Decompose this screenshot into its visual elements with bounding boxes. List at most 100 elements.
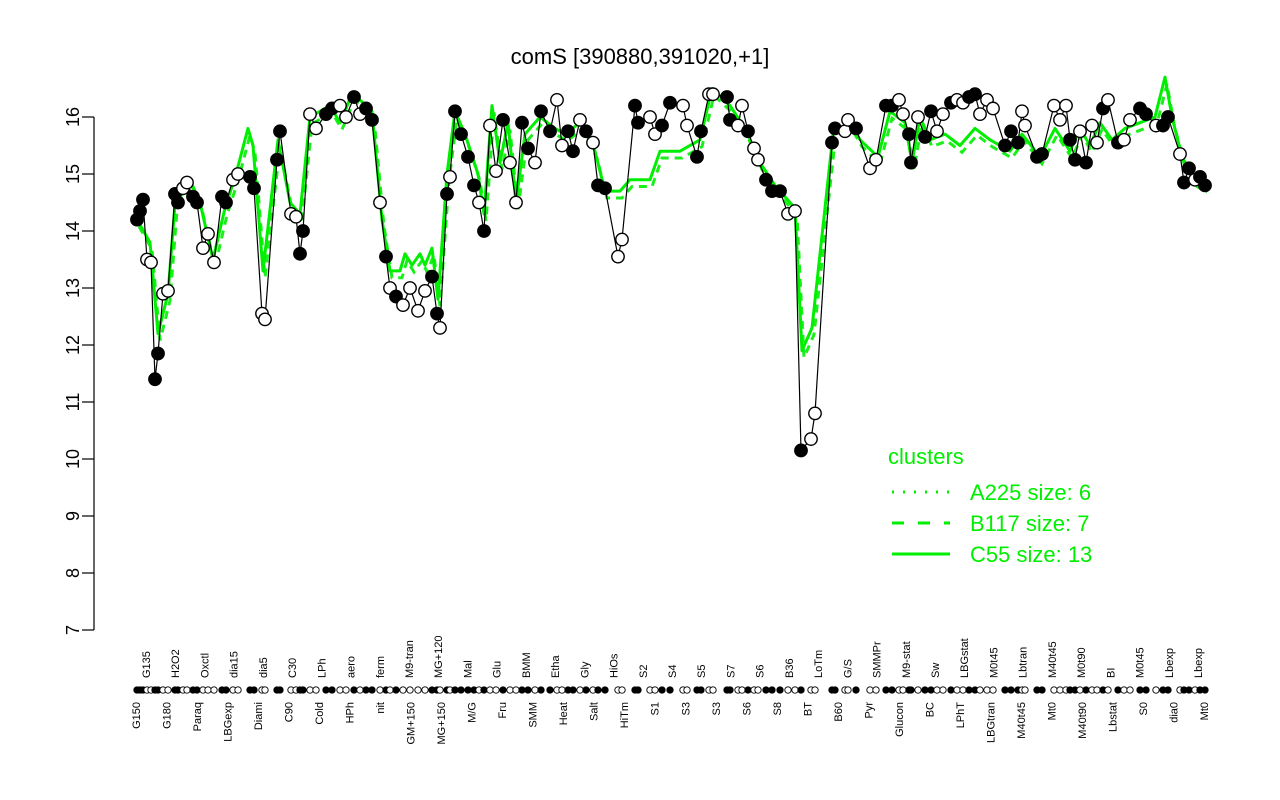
x-tick-label: B36 (784, 658, 796, 678)
y-axis: 7 8 9 10 11 12 13 14 15 16 (63, 107, 95, 635)
x-tick-label: S0 (1138, 702, 1150, 715)
x-tick-label: M0t90 (1076, 647, 1088, 678)
x-tick-label: M/G (467, 702, 479, 723)
legend: clusters A225 size: 6 B117 size: 7 C55 s… (888, 444, 1092, 567)
data-point (133, 204, 147, 218)
data-point (430, 306, 444, 321)
data-point (528, 155, 542, 170)
data-point (573, 112, 587, 127)
data-point (148, 372, 162, 387)
x-tick-label: C30 (287, 658, 299, 678)
x-tick-label: M0t45 (1135, 647, 1147, 678)
x-tick-label: BI (1105, 668, 1117, 678)
x-tick-label: Heat (558, 702, 570, 725)
x-tick-label: M9-stat (901, 641, 913, 678)
data-point (1123, 112, 1137, 127)
data-point (892, 93, 906, 107)
data-point (808, 406, 822, 421)
x-tick-label: S7 (725, 665, 737, 678)
x-tick-label: dia15 (229, 651, 241, 678)
data-point (759, 172, 773, 187)
data-point (425, 269, 439, 284)
x-tick-label: HPh (345, 702, 357, 723)
data-point (1015, 104, 1029, 119)
x-tick-label: SMM (528, 702, 540, 728)
data-point (1063, 132, 1077, 147)
data-point (171, 195, 185, 210)
x-tick-label: Cold (314, 702, 326, 725)
x-tick-label: Paraq (192, 702, 204, 731)
data-point (794, 443, 808, 458)
x-tick-label: Mt0 (1046, 702, 1058, 720)
x-tick-label: Glucon (894, 702, 906, 737)
data-point (477, 224, 491, 238)
data-point (849, 121, 863, 136)
y-tick-label: 9 (63, 511, 83, 521)
y-tick-label: 13 (63, 278, 83, 298)
y-tick-label: 11 (63, 393, 83, 412)
data-point (1059, 98, 1073, 113)
data-point (1198, 178, 1212, 193)
data-point (489, 164, 503, 179)
data-point (461, 149, 475, 164)
data-point (973, 107, 987, 122)
data-point (443, 169, 457, 184)
data-point (773, 184, 787, 199)
x-tick-label: Fru (497, 702, 509, 719)
x-tick-label: S8 (772, 702, 784, 715)
data-point (1173, 147, 1187, 161)
data-point (309, 121, 323, 136)
data-point (804, 432, 818, 446)
data-point (1047, 98, 1061, 113)
y-tick-label: 8 (63, 568, 83, 578)
x-tick-label: Oxctl (199, 653, 211, 678)
x-tick-label: M40t45 (1016, 702, 1028, 739)
data-point (448, 104, 462, 119)
x-tick-label: Glu (492, 661, 504, 678)
x-tick-label: BT (802, 702, 814, 716)
data-point (1090, 135, 1104, 150)
data-point (347, 90, 361, 104)
x-tick-label: Lbexp (1193, 648, 1205, 678)
y-tick-label: 12 (63, 335, 83, 355)
data-point (741, 124, 755, 139)
data-point (1053, 112, 1067, 127)
data-point (747, 141, 761, 156)
data-point (247, 181, 261, 196)
data-point (986, 101, 1000, 116)
data-point (611, 249, 625, 264)
data-point (359, 101, 373, 116)
data-point (333, 98, 347, 113)
data-point (930, 124, 944, 139)
data-point (403, 281, 417, 295)
data-point (231, 167, 245, 181)
y-tick-label: 15 (63, 164, 83, 184)
x-tick-label: aero (346, 656, 358, 678)
data-point (521, 141, 535, 156)
x-tick-label: LBGexp (223, 702, 235, 742)
data-point (515, 115, 529, 130)
data-point (433, 320, 447, 335)
x-tick-label: HiOs (609, 653, 621, 678)
x-tick-label: S3 (711, 702, 723, 715)
x-tick-label: SMMPr (872, 641, 884, 678)
data-point (663, 95, 677, 110)
data-point (296, 224, 310, 238)
data-point (503, 155, 517, 170)
data-point (655, 118, 669, 133)
data-point (339, 110, 353, 124)
x-tick-label: G135 (141, 651, 153, 678)
x-tick-label: MG+150 (436, 702, 448, 745)
data-point (509, 195, 523, 210)
x-tick-label: S3 (680, 702, 692, 715)
x-tick-label: Salt (589, 702, 601, 721)
data-point (1073, 124, 1087, 139)
data-point (1139, 107, 1153, 122)
data-points (130, 87, 1212, 458)
x-tick-label: G180 (162, 702, 174, 729)
x-tick-label: HiTm (619, 702, 631, 728)
data-point (258, 312, 272, 327)
data-point (293, 246, 307, 261)
x-tick-label: nit (375, 702, 387, 714)
